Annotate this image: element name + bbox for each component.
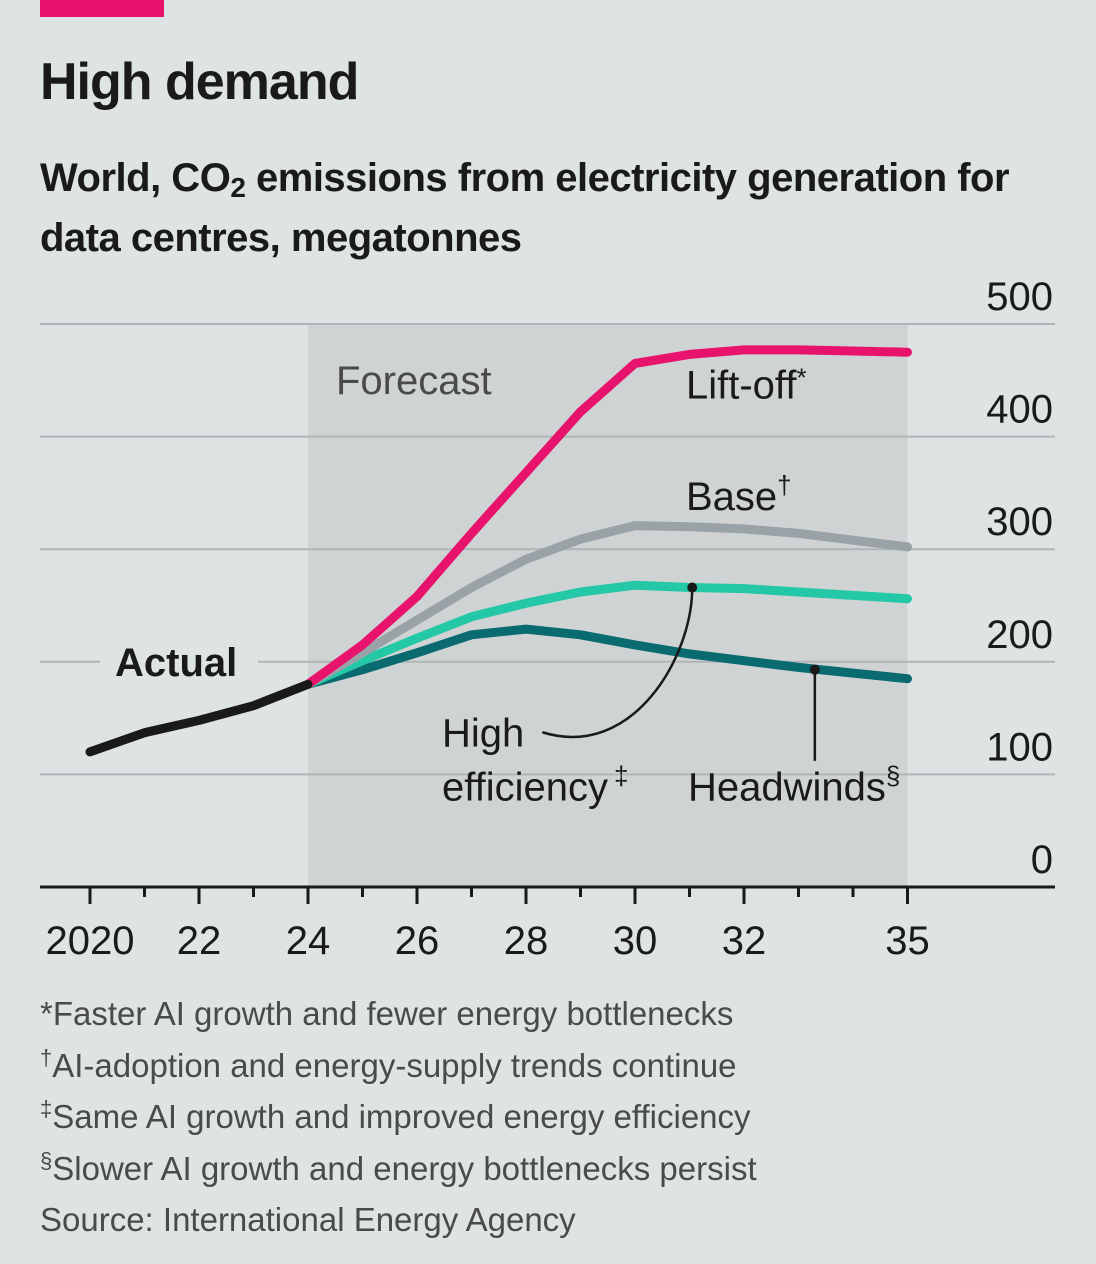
- x-tick-label-2026: 26: [395, 919, 440, 963]
- actual-label-bg: [100, 633, 258, 686]
- x-tick-label-2020: 2020: [46, 919, 135, 963]
- x-tick-label-2022: 22: [177, 919, 222, 963]
- series-label-high-efficiency-line2: efficiency ‡: [442, 760, 628, 809]
- series-label-headwinds: Headwinds§: [688, 760, 900, 809]
- y-tick-label-0: 0: [1031, 838, 1053, 882]
- series-label-base: Base†: [686, 470, 792, 519]
- brand-tag: [40, 0, 164, 17]
- source-note: Source: International Energy Agency: [40, 1201, 576, 1238]
- chart-title: High demand: [40, 53, 359, 111]
- y-tick-label-200: 200: [986, 613, 1053, 657]
- series-line-high-efficiency: [303, 580, 912, 689]
- y-tick-label-100: 100: [986, 725, 1053, 769]
- footnote-liftoff: *Faster AI growth and fewer energy bottl…: [40, 995, 734, 1032]
- series-label-high-efficiency-line1: High: [442, 711, 524, 755]
- high-efficiency-leader-line: [541, 587, 694, 739]
- x-tick-label-2032: 32: [722, 919, 767, 963]
- series-line-headwinds: [303, 624, 912, 689]
- line-chart: Forecast 0 100 200 300 400 500 2020 22 24 26 28 30 32…: [40, 275, 1055, 963]
- y-tick-label-300: 300: [986, 500, 1053, 544]
- x-tick-label-2035: 35: [885, 919, 930, 963]
- series-line-lift-off: [303, 345, 912, 689]
- high-efficiency-leader-dot: [687, 582, 698, 593]
- footnote-high-efficiency: ‡Same AI growth and improved energy effi…: [40, 1096, 751, 1136]
- forecast-label: Forecast: [336, 359, 492, 403]
- chart-subtitle: World, CO2 emissions from electricity ge…: [40, 156, 1010, 260]
- footnote-base: †AI-adoption and energy-supply trends co…: [40, 1044, 737, 1084]
- footnotes: *Faster AI growth and fewer energy bottl…: [40, 988, 757, 1246]
- footnote-headwinds: §Slower AI growth and energy bottlenecks…: [40, 1147, 757, 1187]
- series-label-actual: Actual: [115, 641, 237, 685]
- y-tick-label-500: 500: [986, 275, 1053, 319]
- y-tick-label-400: 400: [986, 388, 1053, 432]
- x-tick-label-2028: 28: [504, 919, 549, 963]
- series-label-lift-off: Lift-off*: [686, 362, 807, 407]
- x-tick-label-2024: 24: [286, 919, 331, 963]
- series-line-actual: [85, 679, 313, 757]
- series-line-base: [303, 521, 912, 689]
- headwinds-leader-dot: [809, 664, 820, 675]
- x-tick-label-2030: 30: [613, 919, 658, 963]
